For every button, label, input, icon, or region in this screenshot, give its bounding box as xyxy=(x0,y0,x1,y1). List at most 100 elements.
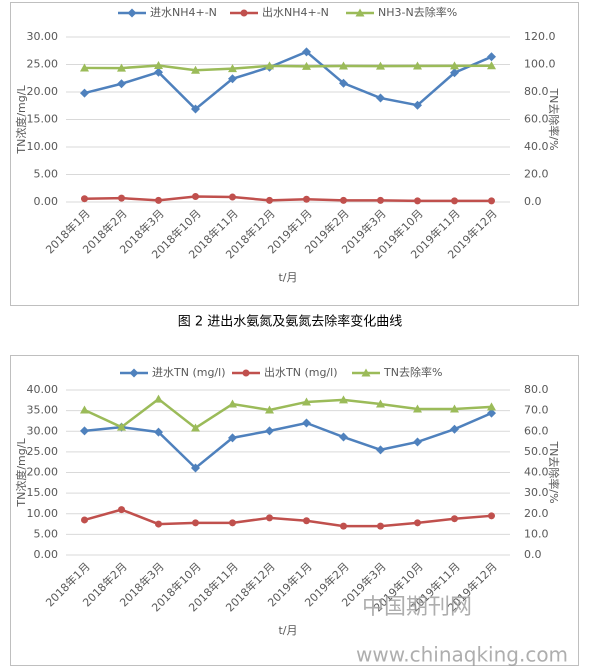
marker xyxy=(302,47,311,57)
line xyxy=(83,397,492,430)
y2-axis-title: TN去除率/% xyxy=(547,87,561,150)
marker xyxy=(81,195,88,203)
marker xyxy=(339,395,348,404)
y-tick-label: 20.00 xyxy=(27,466,59,479)
marker xyxy=(302,397,311,406)
marker xyxy=(376,445,385,455)
marker xyxy=(80,405,89,414)
marker xyxy=(487,52,496,62)
marker xyxy=(302,418,311,428)
marker xyxy=(339,432,348,442)
y2-tick-label: 20.0 xyxy=(524,507,549,520)
marker xyxy=(488,197,495,205)
marker xyxy=(80,63,89,72)
marker xyxy=(302,61,311,70)
caption: 图 2 进出水氨氮及氨氮去除率变化曲线 xyxy=(178,314,403,330)
legend-marker xyxy=(242,369,250,377)
marker xyxy=(155,520,162,528)
y-tick-label: 10.00 xyxy=(27,507,59,520)
y-tick-label: 15.00 xyxy=(27,113,59,126)
marker xyxy=(266,196,273,204)
marker xyxy=(228,74,237,84)
y-tick-label: 35.00 xyxy=(27,404,59,417)
marker xyxy=(340,196,347,204)
legend-label: TN去除率% xyxy=(383,365,442,379)
marker xyxy=(488,512,495,520)
marker xyxy=(80,88,89,98)
marker xyxy=(118,194,125,202)
y-tick-label: 25.00 xyxy=(27,58,59,71)
y2-axis-title: TN去除率/% xyxy=(547,440,561,503)
marker xyxy=(228,433,237,443)
y-tick-label: 20.00 xyxy=(27,85,59,98)
y2-tick-label: 30.0 xyxy=(524,486,549,499)
marker xyxy=(191,65,200,74)
marker xyxy=(376,399,385,408)
marker xyxy=(265,426,274,436)
marker xyxy=(413,437,422,447)
marker xyxy=(487,402,496,411)
y2-tick-label: 40.0 xyxy=(524,140,549,153)
chart-frame xyxy=(10,355,579,666)
marker xyxy=(340,522,347,530)
legend-marker xyxy=(361,368,371,377)
marker xyxy=(414,197,421,205)
marker xyxy=(118,506,125,514)
marker xyxy=(487,61,496,70)
line xyxy=(84,508,492,528)
y-tick-label: 0.00 xyxy=(34,548,59,561)
y-tick-label: 5.00 xyxy=(34,168,59,181)
marker xyxy=(413,100,422,110)
marker xyxy=(192,193,199,200)
marker xyxy=(265,61,274,70)
y-tick-label: 30.00 xyxy=(27,30,59,43)
y-tick-label: 15.00 xyxy=(27,486,59,499)
marker xyxy=(117,422,126,431)
line xyxy=(84,411,492,470)
marker xyxy=(154,427,163,437)
marker xyxy=(155,196,162,204)
y-tick-label: 5.00 xyxy=(34,527,59,540)
legend-marker xyxy=(129,368,139,378)
watermark: 中国期刊网 xyxy=(362,595,472,620)
marker xyxy=(191,104,200,114)
marker xyxy=(117,63,126,72)
y2-tick-label: 50.0 xyxy=(524,445,549,458)
marker xyxy=(154,394,163,403)
line xyxy=(84,50,492,111)
y-axis-title: TN浓度/mg/L xyxy=(14,85,28,155)
y2-tick-label: 20.0 xyxy=(524,168,549,181)
x-axis-title: t/月 xyxy=(278,624,297,637)
marker xyxy=(117,79,126,89)
watermark: www.chinaqking.com xyxy=(356,643,568,667)
marker xyxy=(228,399,237,408)
marker xyxy=(266,514,273,522)
legend-label: 出水TN (mg/l) xyxy=(264,365,338,379)
y2-tick-label: 70.0 xyxy=(524,404,549,417)
legend-label: 出水NH4+-N xyxy=(262,5,329,19)
marker xyxy=(303,195,310,203)
y-axis-title: TN浓度/mg/L xyxy=(14,438,28,508)
legend-marker xyxy=(355,8,365,17)
y2-tick-label: 80.0 xyxy=(524,383,549,396)
marker xyxy=(450,424,459,434)
marker xyxy=(191,423,200,432)
marker xyxy=(376,61,385,70)
marker xyxy=(450,61,459,70)
marker xyxy=(228,64,237,73)
y2-tick-label: 100.0 xyxy=(524,58,556,71)
y2-tick-label: 0.0 xyxy=(524,548,542,561)
marker xyxy=(339,61,348,70)
legend-label: 进水NH4+-N xyxy=(150,6,217,19)
line xyxy=(84,64,492,72)
marker xyxy=(229,519,236,527)
x-axis-title: t/月 xyxy=(278,271,297,284)
y2-tick-label: 10.0 xyxy=(524,527,549,540)
legend-marker xyxy=(240,9,248,17)
marker xyxy=(339,78,348,88)
marker xyxy=(191,463,200,473)
y-tick-label: 0.00 xyxy=(34,195,59,208)
marker xyxy=(81,516,88,524)
y2-tick-label: 40.0 xyxy=(524,466,549,479)
